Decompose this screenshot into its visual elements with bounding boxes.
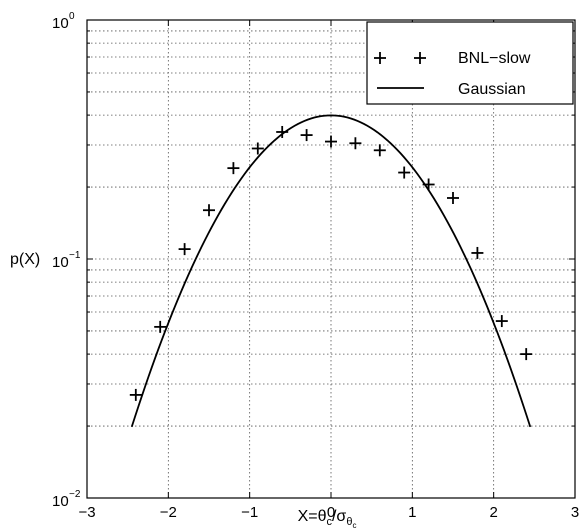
gaussian-curve xyxy=(130,114,532,428)
x-label-sub-sub-c: c xyxy=(352,521,356,530)
y-tick-label: 10 xyxy=(52,493,69,510)
bnl-slow-point xyxy=(154,320,167,333)
bnl-slow-point xyxy=(251,142,264,155)
bnl-slow-point xyxy=(471,246,484,259)
y-tick-label: 10 xyxy=(52,15,69,32)
bnl-slow-point xyxy=(349,137,362,150)
legend-label-bnl-slow: BNL−slow xyxy=(458,50,531,67)
bnl-slow-point xyxy=(203,204,215,217)
x-tick-label: −1 xyxy=(241,504,258,521)
legend-label-gaussian: Gaussian xyxy=(458,81,526,98)
x-tick-label: 1 xyxy=(408,504,416,521)
x-tick-label: 2 xyxy=(489,504,497,521)
legend-plus xyxy=(414,52,426,64)
y-axis-label: p(X) xyxy=(10,251,40,268)
legend-plus xyxy=(374,52,386,64)
y-tick-label-exponent: 0 xyxy=(69,11,75,22)
x-tick-labels: −3 −2 −1 0 1 2 3 xyxy=(78,504,579,521)
bnl-slow-point xyxy=(300,129,313,142)
bnl-slow-point xyxy=(227,162,240,175)
y-tick-label-exponent: −1 xyxy=(69,250,81,261)
bnl-slow-point xyxy=(129,388,142,401)
legend-marker-bnl-slow xyxy=(374,52,426,64)
bnl-slow-points xyxy=(129,125,533,401)
legend-box xyxy=(366,21,574,105)
bnl-slow-point xyxy=(447,191,459,204)
x-tick-label: 3 xyxy=(571,504,579,521)
y-tick-label-exponent: −2 xyxy=(69,489,81,500)
bnl-slow-point xyxy=(520,348,533,361)
x-tick-label: −3 xyxy=(78,504,95,521)
bnl-slow-point xyxy=(178,243,191,256)
bnl-slow-point xyxy=(422,178,435,191)
axis-ticks xyxy=(86,20,576,499)
x-tick-label: −2 xyxy=(160,504,177,521)
legend: BNL−slow Gaussian xyxy=(366,21,574,105)
bnl-slow-point xyxy=(276,125,289,138)
bnl-slow-point xyxy=(495,315,508,328)
x-tick-label: 0 xyxy=(327,504,335,521)
bnl-slow-point xyxy=(325,135,337,148)
gaussian-curve-group xyxy=(130,114,532,428)
x-label-slash-sigma: /σ xyxy=(332,508,346,525)
x-label-lhs: X=θ xyxy=(298,508,327,525)
y-tick-label: 10 xyxy=(52,254,69,271)
bnl-slow-point xyxy=(373,144,386,157)
x-label-sub-theta: θ xyxy=(346,516,352,528)
bnl-slow-point xyxy=(398,166,411,179)
x-axis-label: X=θc/σθc xyxy=(298,508,357,530)
x-label-sub-c: c xyxy=(326,516,332,528)
